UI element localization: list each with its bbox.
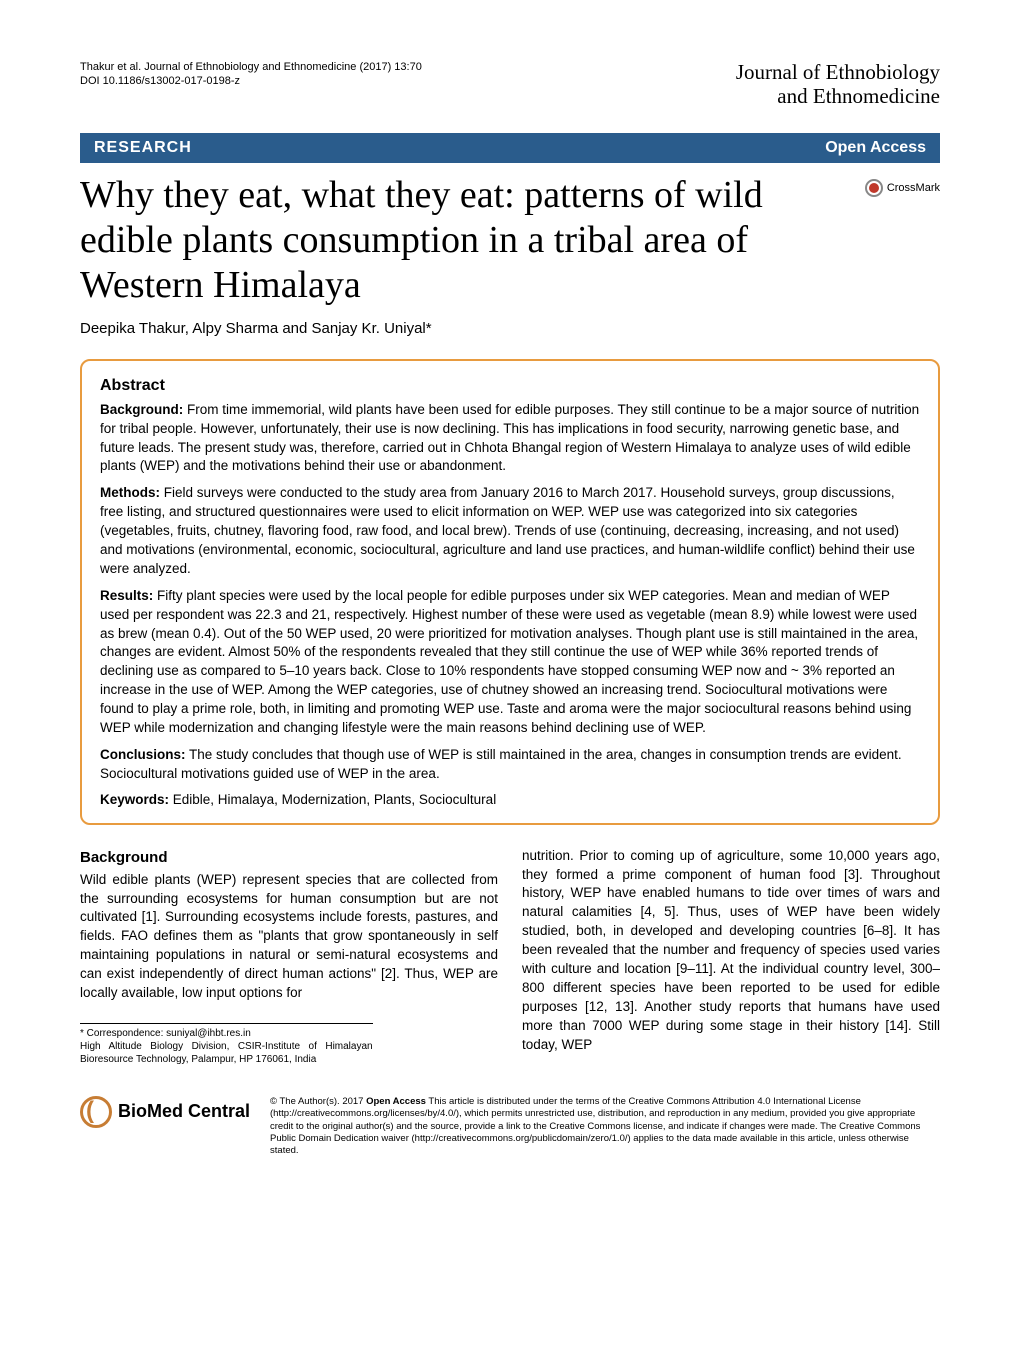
crossmark-badge[interactable]: CrossMark [865, 179, 940, 197]
license-prefix: © The Author(s). 2017 [270, 1096, 366, 1107]
journal-line2: and Ethnomedicine [736, 84, 940, 108]
abstract-background: Background: From time immemorial, wild p… [100, 401, 920, 477]
footer: BioMed Central © The Author(s). 2017 Ope… [80, 1096, 940, 1158]
results-text: Fifty plant species were used by the loc… [100, 588, 918, 735]
crossmark-icon [865, 179, 883, 197]
header: Thakur et al. Journal of Ethnobiology an… [80, 60, 940, 108]
citation-line1: Thakur et al. Journal of Ethnobiology an… [80, 60, 422, 74]
methods-text: Field surveys were conducted to the stud… [100, 485, 915, 576]
bmc-circle-icon [80, 1096, 112, 1128]
keywords-label: Keywords: [100, 792, 169, 807]
conclusions-label: Conclusions: [100, 747, 186, 762]
license-bold: Open Access [366, 1096, 426, 1107]
title-row: Why they eat, what they eat: patterns of… [80, 173, 940, 319]
left-column: Background Wild edible plants (WEP) repr… [80, 847, 498, 1066]
citation: Thakur et al. Journal of Ethnobiology an… [80, 60, 422, 89]
abstract-methods: Methods: Field surveys were conducted to… [100, 484, 920, 578]
results-label: Results: [100, 588, 153, 603]
license-text: © The Author(s). 2017 Open Access This a… [270, 1096, 940, 1158]
conclusions-text: The study concludes that though use of W… [100, 747, 902, 781]
keywords: Keywords: Edible, Himalaya, Modernizatio… [100, 792, 920, 807]
left-paragraph: Wild edible plants (WEP) represent speci… [80, 871, 498, 1003]
correspondence-affiliation: High Altitude Biology Division, CSIR-Ins… [80, 1040, 373, 1066]
abstract-box: Abstract Background: From time immemoria… [80, 359, 940, 825]
abstract-results: Results: Fifty plant species were used b… [100, 587, 920, 738]
research-label: RESEARCH [94, 139, 192, 157]
citation-line2: DOI 10.1186/s13002-017-0198-z [80, 74, 422, 88]
crossmark-text: CrossMark [887, 182, 940, 194]
right-paragraph: nutrition. Prior to coming up of agricul… [522, 847, 940, 1055]
open-access-label: Open Access [825, 139, 926, 157]
body-columns: Background Wild edible plants (WEP) repr… [80, 847, 940, 1066]
background-text: From time immemorial, wild plants have b… [100, 402, 919, 474]
right-column: nutrition. Prior to coming up of agricul… [522, 847, 940, 1066]
bmc-logo: BioMed Central [80, 1096, 250, 1128]
correspondence: * Correspondence: suniyal@ihbt.res.in Hi… [80, 1023, 373, 1066]
background-label: Background: [100, 402, 183, 417]
research-bar: RESEARCH Open Access [80, 133, 940, 163]
methods-label: Methods: [100, 485, 160, 500]
abstract-conclusions: Conclusions: The study concludes that th… [100, 746, 920, 784]
authors: Deepika Thakur, Alpy Sharma and Sanjay K… [80, 320, 940, 337]
abstract-heading: Abstract [100, 377, 920, 395]
article-title: Why they eat, what they eat: patterns of… [80, 173, 865, 307]
correspondence-email: * Correspondence: suniyal@ihbt.res.in [80, 1027, 373, 1040]
keywords-text: Edible, Himalaya, Modernization, Plants,… [169, 792, 496, 807]
background-heading: Background [80, 847, 498, 868]
journal-line1: Journal of Ethnobiology [736, 60, 940, 84]
journal-name: Journal of Ethnobiology and Ethnomedicin… [736, 60, 940, 108]
bmc-text: BioMed Central [118, 1101, 250, 1122]
